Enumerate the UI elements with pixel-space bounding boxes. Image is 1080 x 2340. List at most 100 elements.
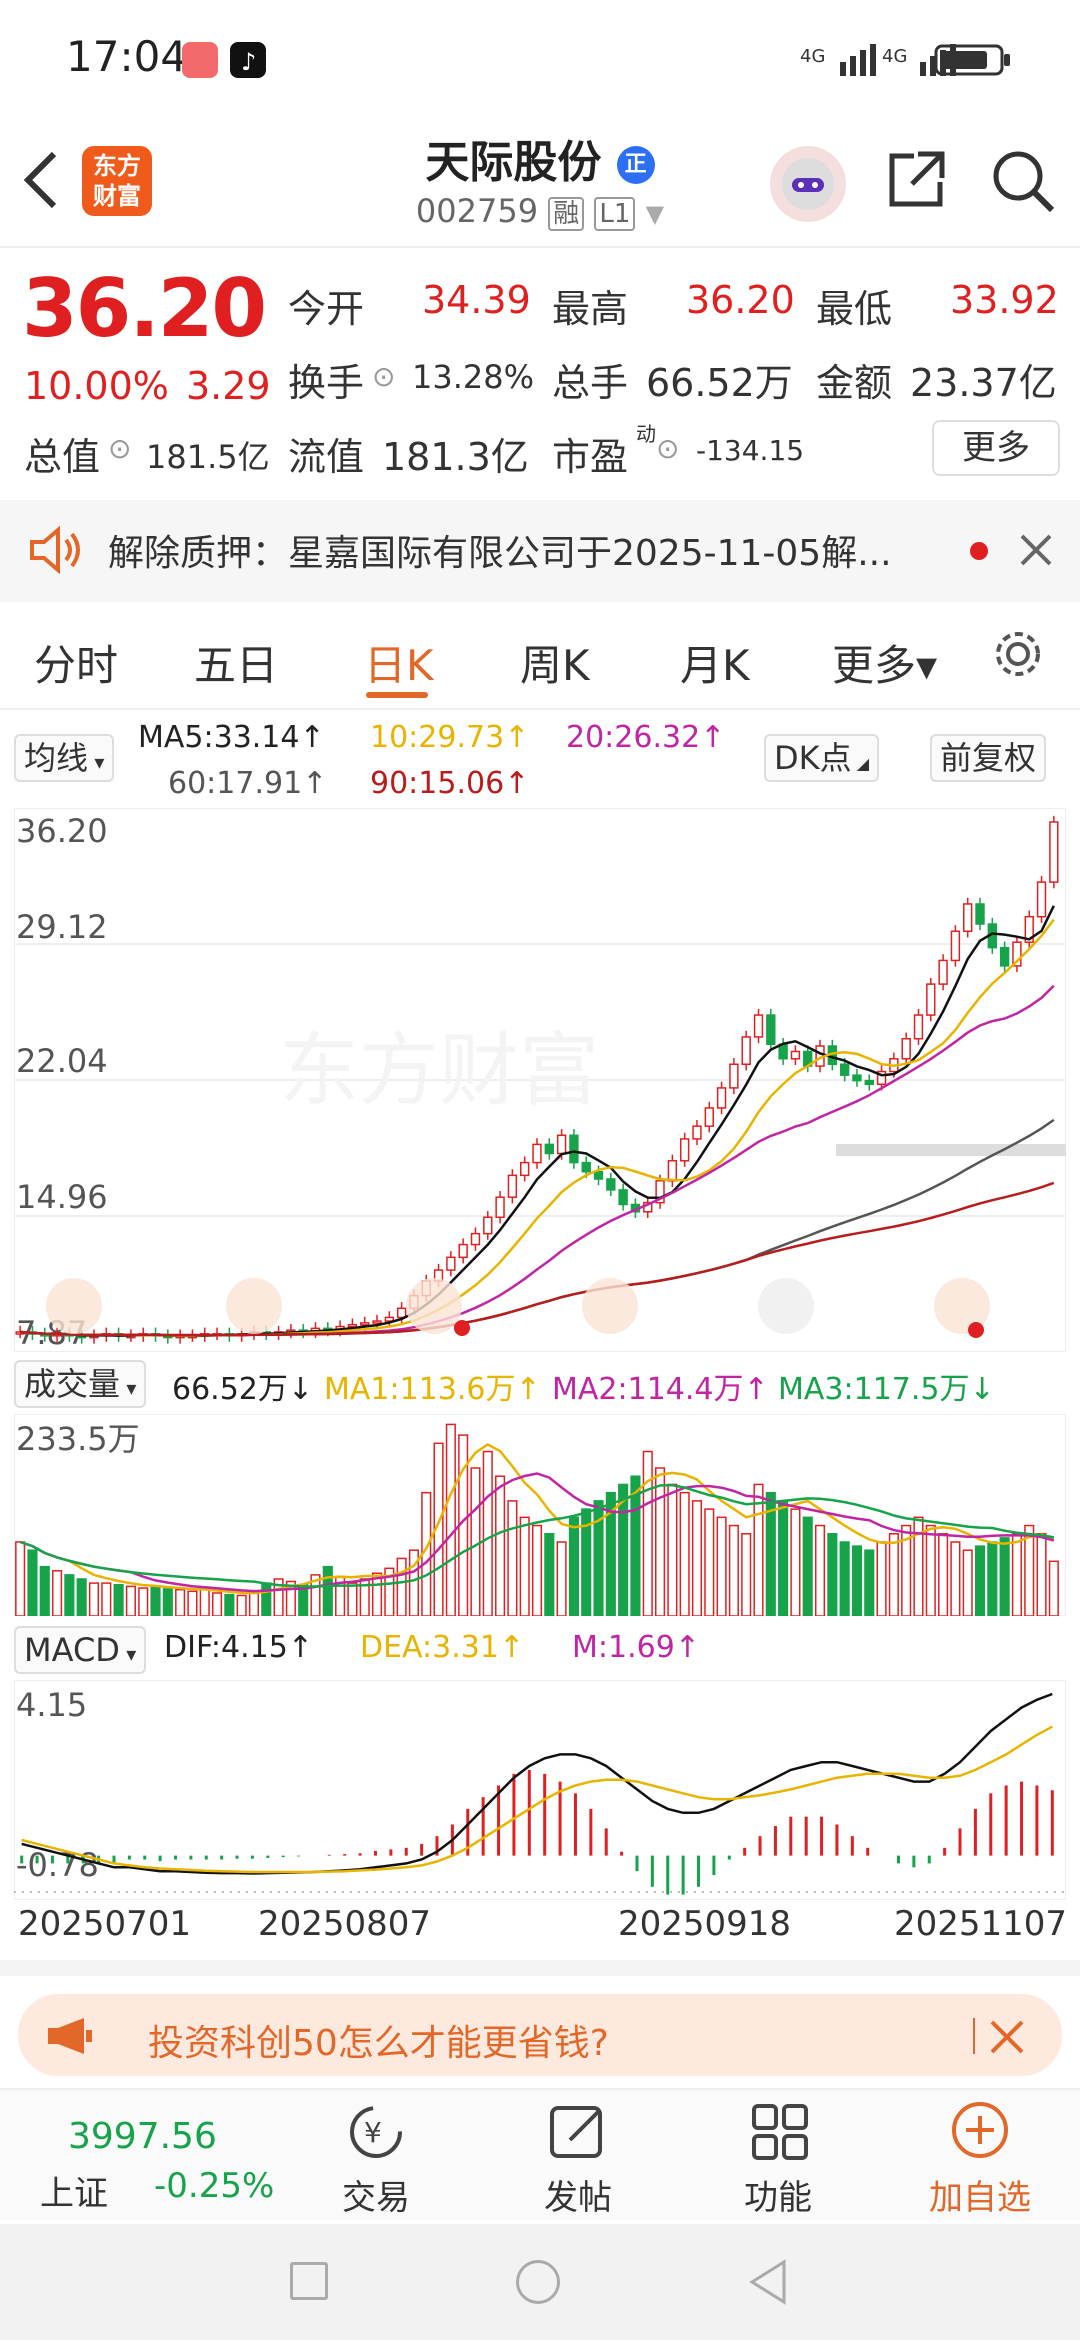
volume-bar [901, 1524, 912, 1616]
volume-ma-line [19, 1472, 1055, 1593]
close-icon[interactable] [970, 2014, 1030, 2062]
assistant-avatar[interactable] [770, 146, 846, 222]
adjust-button[interactable]: 前复权 [930, 734, 1047, 782]
tab-monthly-k[interactable]: 月K [680, 641, 750, 690]
volume-bar [445, 1423, 456, 1616]
recent-apps-icon[interactable] [290, 2262, 328, 2300]
ma20-value: 20:26.32↑ [566, 720, 726, 755]
kline-chart[interactable]: 东方财富 36.20 29.12 22.04 14.96 7.87 [14, 808, 1066, 1352]
nav-post[interactable]: 发帖 [544, 2178, 612, 2218]
volume-bar [704, 1508, 715, 1616]
tiktok-icon: ♪ [230, 42, 266, 78]
x-date: 20250701 [18, 1904, 192, 1944]
candle [396, 1307, 407, 1319]
status-time: 17:04 [66, 32, 188, 81]
candle [839, 1063, 850, 1076]
add-circle-icon [948, 2098, 1012, 2166]
caret-down-icon[interactable]: ▼ [645, 200, 665, 228]
svg-text:¥: ¥ [364, 2116, 382, 2149]
share-icon[interactable] [884, 146, 950, 216]
gear-icon[interactable] [990, 626, 1046, 686]
tab-five-day[interactable]: 五日 [194, 641, 279, 690]
event-dot[interactable] [454, 1320, 470, 1336]
tab-weekly-k[interactable]: 周K [520, 641, 590, 690]
mcap-value: 181.5亿 [146, 438, 270, 476]
more-button[interactable]: 更多 [932, 420, 1060, 476]
fullscreen-icon[interactable] [934, 1278, 990, 1334]
battery-icon [934, 42, 1014, 82]
close-icon[interactable] [1016, 530, 1056, 574]
volume-bar [814, 1524, 826, 1616]
candle [926, 983, 936, 1016]
volume-bar [113, 1584, 124, 1616]
nav-add-favorite[interactable]: 加自选 [929, 2178, 1031, 2218]
scroll-right-icon[interactable] [758, 1278, 814, 1334]
volume-bar [15, 1541, 26, 1616]
promo-text[interactable]: 投资科创50怎么才能更省钱? [148, 2023, 609, 2064]
volume-value: 66.52万 [646, 361, 793, 405]
volume-bar [27, 1549, 38, 1616]
zoom-out-icon[interactable] [226, 1278, 282, 1334]
level-tag: L1 [594, 197, 636, 231]
candle [470, 1232, 481, 1246]
candle [753, 1014, 764, 1038]
tab-more[interactable]: 更多▾ [832, 641, 938, 690]
candle [495, 1196, 505, 1218]
volume-bar [519, 1516, 530, 1616]
volume-label: 总手 [552, 361, 629, 405]
volume-bar [618, 1483, 629, 1616]
info-icon[interactable]: ⊙ [656, 432, 680, 465]
search-icon[interactable] [990, 148, 1056, 218]
x-date: 20250918 [618, 1904, 792, 1944]
low-value: 33.92 [950, 278, 1059, 322]
volume-bar [925, 1524, 936, 1616]
net-label-2: 4G [882, 46, 907, 67]
header-divider [0, 246, 1080, 248]
volume-bar [839, 1541, 850, 1616]
volume-bar [802, 1516, 813, 1616]
nav-function[interactable]: 功能 [744, 2178, 812, 2218]
info-icon[interactable]: ⊙ [372, 360, 396, 393]
volume-chart[interactable]: 233.5万 [14, 1414, 1066, 1616]
macd-selector[interactable]: MACD ▾ [14, 1626, 147, 1674]
app-notification-icon [182, 42, 218, 78]
y-tick: 14.96 [16, 1178, 108, 1216]
volume-bar [864, 1549, 875, 1616]
back-button[interactable] [20, 148, 64, 216]
news-text[interactable]: 解除质押：星嘉国际有限公司于2025-11-05解... [108, 533, 892, 574]
tab-daily-k[interactable]: 日K [364, 641, 434, 690]
info-icon[interactable]: ⊙ [108, 432, 132, 465]
event-dot[interactable] [968, 1322, 984, 1338]
index-ticker[interactable]: 3997.56 上证 -0.25% [30, 2108, 290, 2214]
promo-banner[interactable] [18, 1994, 1062, 2076]
volume-bar [753, 1483, 764, 1616]
volume-bar [88, 1582, 100, 1616]
tab-intraday[interactable]: 分时 [34, 641, 119, 690]
scroll-left-icon[interactable] [582, 1278, 638, 1334]
macd-chart[interactable]: 4.15 -0.78 [14, 1680, 1066, 1900]
volume-selector[interactable]: 成交量 ▾ [14, 1360, 147, 1408]
amount-value: 23.37亿 [910, 361, 1057, 405]
float-cap-value: 181.3亿 [382, 435, 529, 479]
candle [716, 1087, 727, 1109]
volume-bar [470, 1467, 481, 1616]
dk-point-button[interactable]: DK点 ◢ [764, 734, 880, 782]
ma-selector-label: 均线 [24, 739, 89, 777]
back-nav-icon[interactable] [746, 2258, 790, 2310]
volume-bar [138, 1587, 149, 1616]
ma60-value: 60:17.91↑ [168, 766, 328, 801]
ma-selector[interactable]: 均线 ▾ [14, 734, 115, 782]
candle [360, 1322, 370, 1326]
home-icon[interactable] [516, 2260, 560, 2304]
candle [963, 903, 973, 933]
net-label-1: 4G [800, 46, 825, 67]
macd-dea: DEA:3.31↑ [360, 1630, 525, 1665]
zoom-in-icon[interactable] [406, 1278, 462, 1334]
rewind-icon[interactable] [46, 1278, 102, 1334]
nav-trade[interactable]: 交易 [342, 2178, 410, 2218]
volume-bar [187, 1590, 198, 1616]
y-tick: 29.12 [16, 908, 108, 946]
news-strip[interactable] [0, 500, 1080, 602]
candle [618, 1189, 628, 1206]
amount-label: 金额 [816, 361, 893, 405]
